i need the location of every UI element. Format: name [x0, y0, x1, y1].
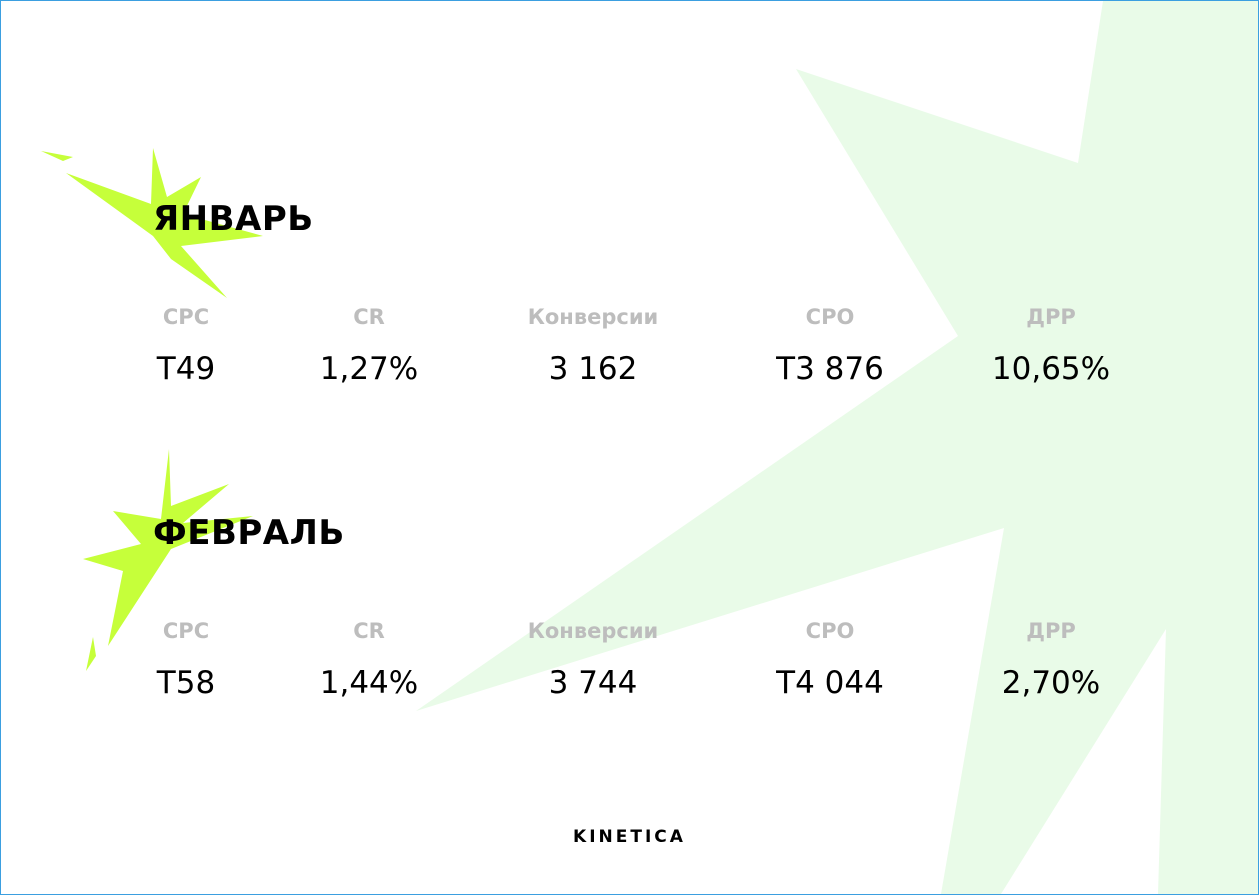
- metric-label: ДРР: [1026, 305, 1076, 329]
- metric-label: CPO: [805, 619, 855, 643]
- metric-label: CPC: [162, 305, 210, 329]
- metric-label: CPO: [805, 305, 855, 329]
- metric-value: T4 044: [776, 665, 884, 701]
- accent-shard: [86, 637, 96, 671]
- logo: KINETICA: [573, 827, 686, 847]
- metric-label: CR: [353, 305, 385, 329]
- metric-value: 3 162: [548, 351, 638, 387]
- section-title: ЯНВАРЬ: [153, 199, 314, 239]
- metric-label: Конверсии: [527, 305, 659, 329]
- metric-value: 2,70%: [1001, 665, 1101, 701]
- metric-value: 1,44%: [319, 665, 419, 701]
- metric-value: T49: [156, 351, 216, 387]
- metric-value: T58: [156, 665, 216, 701]
- section-title: ФЕВРАЛЬ: [153, 513, 345, 553]
- metric-value: 1,27%: [319, 351, 419, 387]
- metric-label: CPC: [162, 619, 210, 643]
- metric-label: Конверсии: [527, 619, 659, 643]
- metric-label: CR: [353, 619, 385, 643]
- accent-star: [66, 148, 263, 298]
- metric-value: T3 876: [776, 351, 884, 387]
- metric-value: 3 744: [548, 665, 638, 701]
- metric-label: ДРР: [1026, 619, 1076, 643]
- metric-value: 10,65%: [991, 351, 1111, 387]
- accent-star: [83, 449, 253, 646]
- bg-star: [416, 1, 1258, 894]
- accent-shard: [41, 151, 73, 161]
